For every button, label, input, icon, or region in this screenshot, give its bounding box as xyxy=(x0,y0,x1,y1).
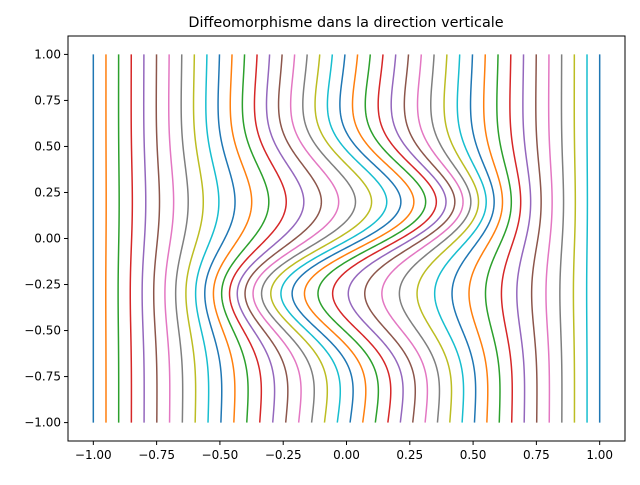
y-tick-label: −0.75 xyxy=(24,370,61,384)
y-tick-label: −0.50 xyxy=(24,324,61,338)
chart-title: Diffeomorphisme dans la direction vertic… xyxy=(188,15,503,31)
y-tick-label: −0.25 xyxy=(24,278,61,292)
curve-39 xyxy=(587,54,588,422)
y-tick-label: 0.75 xyxy=(34,93,61,107)
y-tick-label: −1.00 xyxy=(24,416,61,430)
y-tick-label: 0.25 xyxy=(34,185,61,199)
y-tick-label: 1.00 xyxy=(34,47,61,61)
y-tick-label: 0.00 xyxy=(34,232,61,246)
curve-2 xyxy=(118,54,119,422)
x-tick-label: 0.00 xyxy=(333,448,360,462)
x-tick-label: 0.25 xyxy=(396,448,423,462)
x-tick-label: −0.50 xyxy=(202,448,239,462)
x-tick-label: −0.75 xyxy=(138,448,175,462)
x-tick-label: −1.00 xyxy=(75,448,112,462)
y-tick-label: 0.50 xyxy=(34,139,61,153)
x-tick-label: −0.25 xyxy=(265,448,302,462)
x-tick-label: 0.50 xyxy=(460,448,487,462)
x-tick-label: 0.75 xyxy=(523,448,550,462)
x-tick-label: 1.00 xyxy=(586,448,613,462)
